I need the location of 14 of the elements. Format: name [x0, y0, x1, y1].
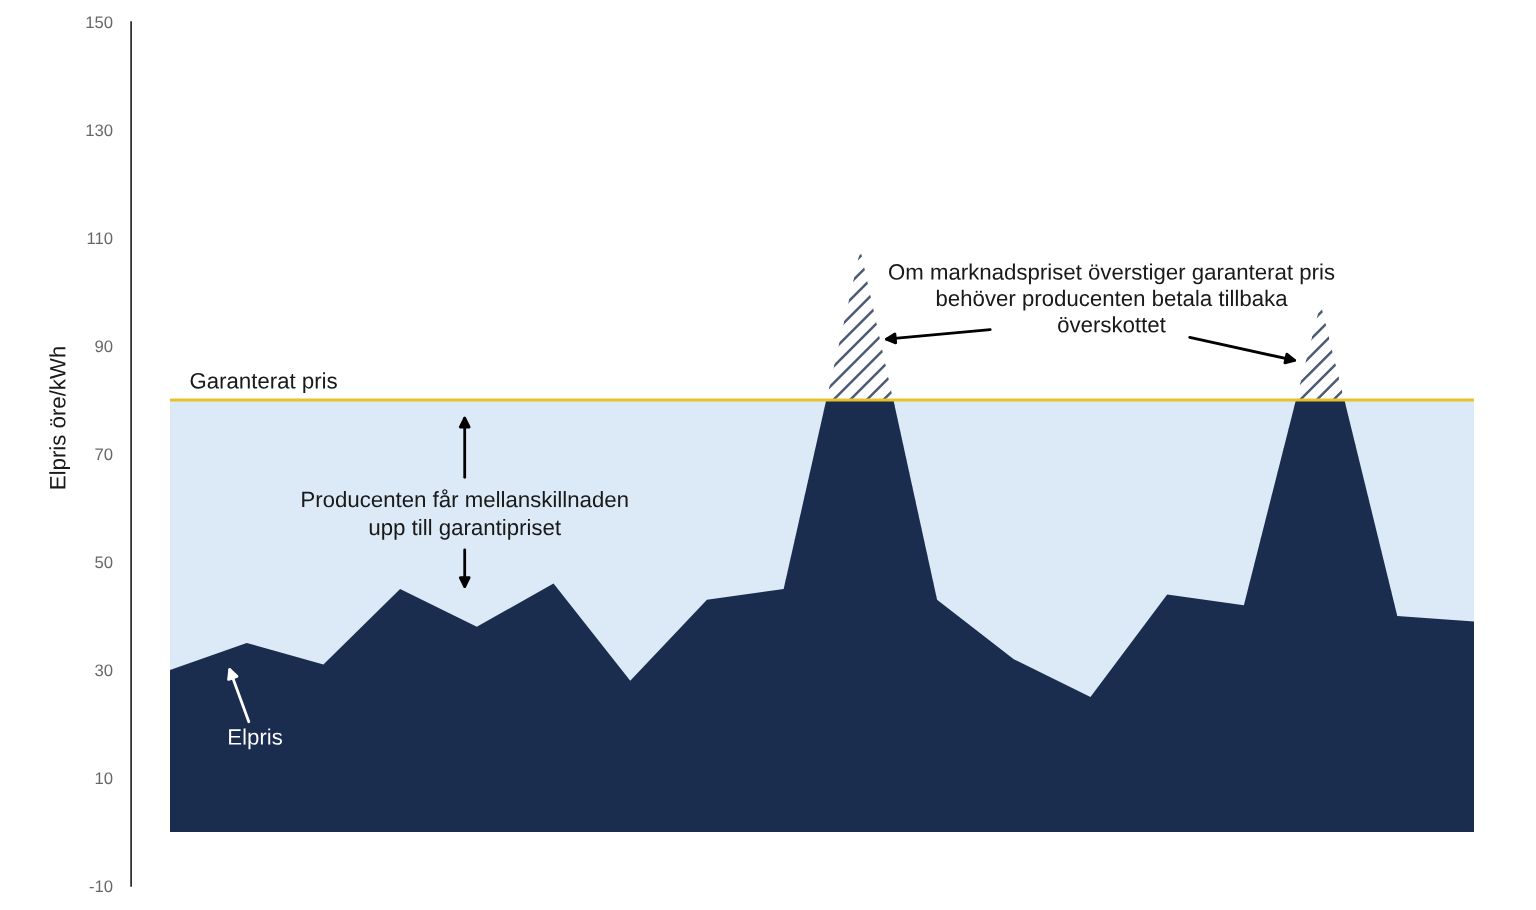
y-tick-label: 90	[95, 340, 113, 353]
y-tick-label: 10	[95, 772, 113, 785]
y-tick-label: -10	[89, 880, 113, 893]
y-tick-label: 110	[87, 232, 113, 245]
series-label: Elpris	[229, 728, 283, 750]
y-tick-label: 150	[86, 16, 113, 29]
y-tick-label: 50	[95, 556, 113, 569]
y-tick-label: 130	[86, 124, 113, 137]
ref-line-label: Garanterat pris	[190, 372, 337, 394]
y-tick-label: 70	[95, 448, 113, 461]
y-tick-label: 30	[95, 664, 113, 677]
annotation: Om marknadspriset överstiger garanterat pris behöver producenten betala tillbaka överskottet	[889, 263, 1335, 333]
y-axis-title: Elpris öre/kWh	[49, 347, 70, 489]
annotation: Producenten får mellanskillnaden upp till garantipriset	[302, 489, 628, 540]
